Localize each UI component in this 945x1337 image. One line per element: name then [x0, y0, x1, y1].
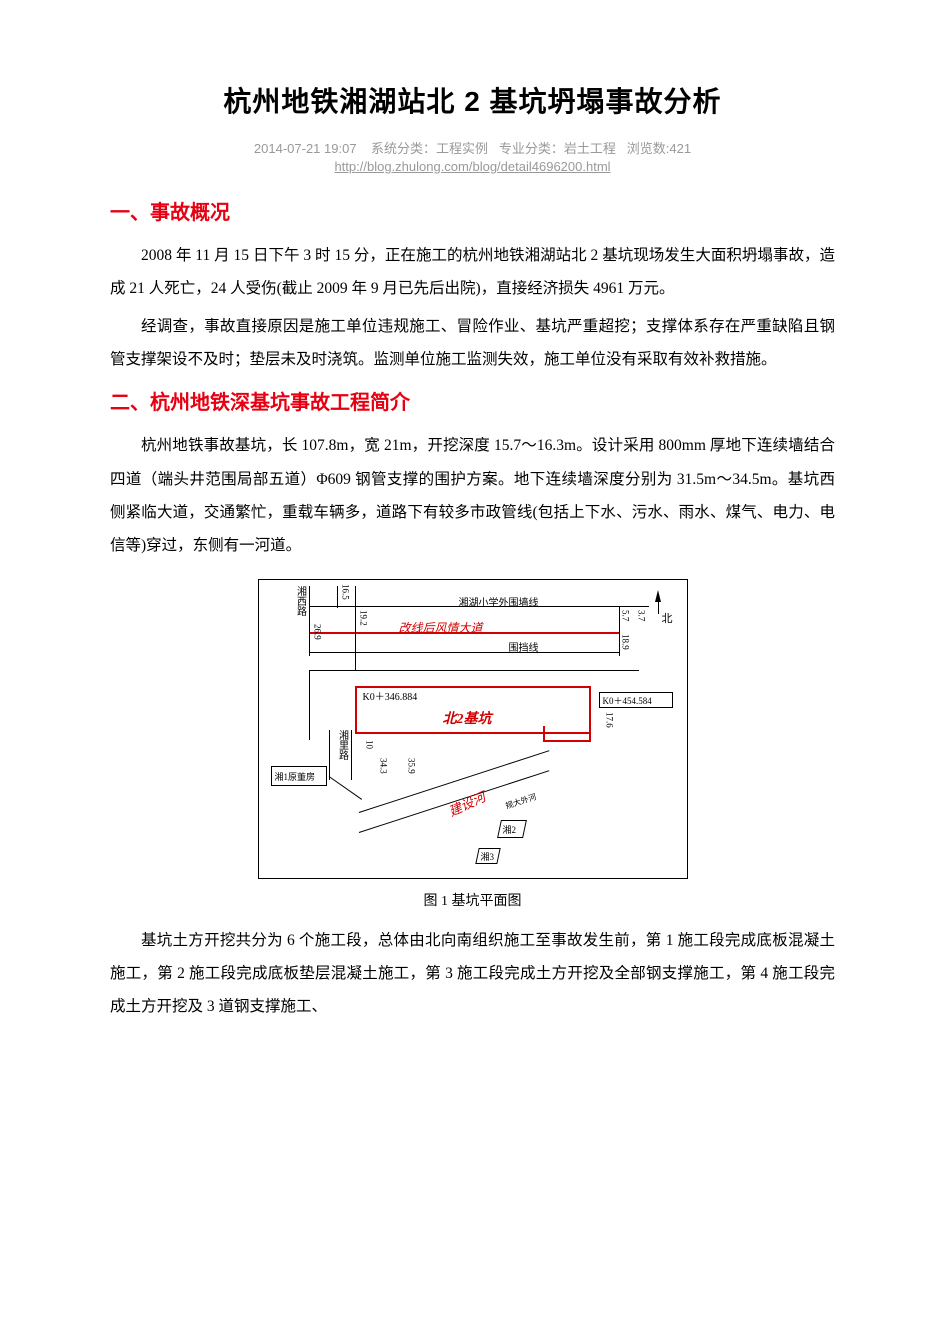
meta-link[interactable]: http://blog.zhulong.com/blog/detail46962…: [110, 159, 835, 174]
figure-1-caption: 图 1 基坑平面图: [110, 890, 835, 910]
figure-1: 北 湘西路 湘湖小学外围墙线 改线后风情大道 围挡线 16.5 19.2 26.…: [110, 579, 835, 910]
dim-v2: [355, 586, 356, 670]
river-small-label: 规大外河: [504, 791, 538, 811]
dim-16-5: 16.5: [341, 584, 351, 600]
dim-26-9: 26.9: [313, 624, 323, 640]
wall-line-label: 湘湖小学外围墙线: [459, 594, 539, 609]
dim-17-6: 17.6: [605, 712, 615, 728]
xiang3-label: 湘3: [481, 850, 495, 863]
north-arrow-icon: [655, 590, 661, 602]
conn1: [309, 670, 639, 671]
conn2: [309, 670, 310, 740]
meta-line: 2014-07-21 19:07 系统分类：工程实例 专业分类：岩土工程 浏览数…: [110, 138, 835, 157]
xiangli-l2: [351, 730, 352, 780]
section-1-para-1: 2008 年 11 月 15 日下午 3 时 15 分，正在施工的杭州地铁湘湖站…: [110, 239, 835, 306]
dim-18-9: 18.9: [621, 634, 631, 650]
meta-datetime: 2014-07-21 19:07: [254, 141, 357, 156]
pit-name: 北2基坑: [443, 708, 492, 728]
meta-prof-label: 专业分类：: [499, 141, 564, 156]
section-1-heading: 一、事故概况: [110, 196, 835, 225]
north-stem: [658, 602, 659, 614]
fence-label: 围挡线: [509, 639, 539, 654]
meta-sys-value: 工程实例: [436, 141, 488, 156]
k0-right: K0＋454.584: [603, 694, 652, 707]
section-2-heading: 二、杭州地铁深基坑事故工程简介: [110, 386, 835, 415]
section-2-para-2: 基坑土方开挖共分为 6 个施工段，总体由北向南组织施工至事故发生前，第 1 施工…: [110, 924, 835, 1024]
dim-35-9: 35.9: [407, 758, 417, 774]
k0-left: K0＋346.884: [363, 688, 418, 703]
xiang2-label: 湘2: [503, 823, 517, 836]
red-road-label: 改线后风情大道: [399, 619, 483, 636]
pit-box-notch: [543, 726, 591, 742]
river-label: 建设河: [444, 786, 487, 820]
xiangli-l1: [329, 730, 330, 780]
dim-34-3: 34.3: [379, 758, 389, 774]
section-2-para-1: 杭州地铁事故基坑，长 107.8m，宽 21m，开挖深度 15.7～16.3m。…: [110, 429, 835, 562]
page-title: 杭州地铁湘湖站北 2 基坑坍塌事故分析: [110, 80, 835, 120]
meta-views-value: 421: [669, 141, 691, 156]
dim-vr1: [619, 606, 620, 656]
north-label: 北: [662, 610, 673, 626]
dim-19-2: 19.2: [359, 610, 369, 626]
meta-views-label: 浏览数:: [627, 141, 670, 156]
meta-prof-value: 岩土工程: [564, 141, 616, 156]
meta-sys-label: 系统分类：: [371, 141, 436, 156]
outline-a: [328, 776, 361, 800]
dim-5-7: 5.7: [621, 610, 631, 621]
xiangli-label: 湘里路: [335, 730, 350, 760]
section-1-para-2: 经调查，事故直接原因是施工单位违规施工、冒险作业、基坑严重超挖；支撑体系存在严重…: [110, 310, 835, 377]
road-vert-label: 湘西路: [293, 586, 308, 616]
dim-v3: [337, 586, 338, 608]
dim-3-7: 3.7: [637, 610, 647, 621]
dim-v1: [309, 586, 310, 656]
box-left-label: 湘1原董房: [275, 770, 316, 783]
figure-1-diagram: 北 湘西路 湘湖小学外围墙线 改线后风情大道 围挡线 16.5 19.2 26.…: [258, 579, 688, 879]
dim-10: 10: [365, 740, 375, 749]
